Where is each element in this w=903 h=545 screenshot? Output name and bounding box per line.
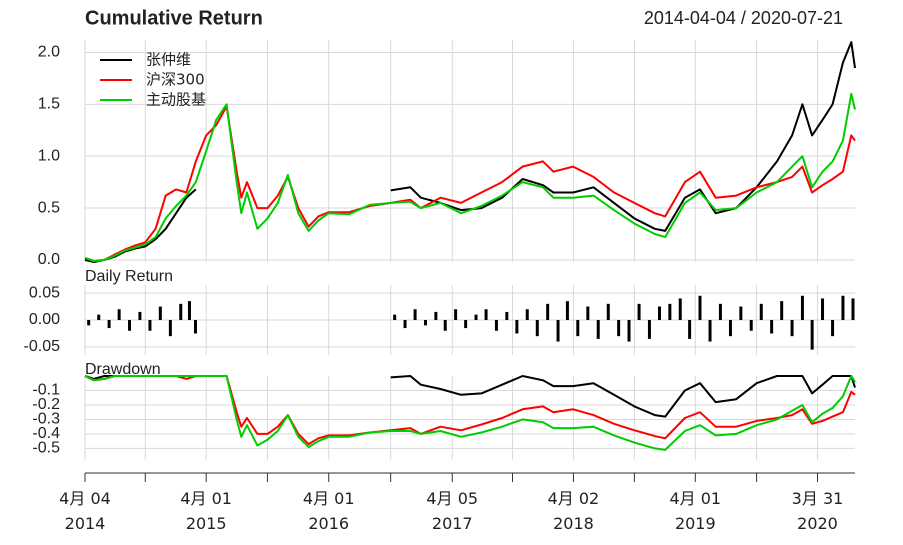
- bar: [107, 320, 111, 329]
- series-line: [84, 375, 856, 446]
- bar: [413, 309, 417, 320]
- y-tick-label: 0.5: [38, 199, 60, 216]
- bar: [515, 320, 519, 334]
- bar: [525, 309, 529, 320]
- panel-title: Drawdown: [85, 361, 161, 378]
- bar: [810, 320, 814, 350]
- bar: [596, 320, 600, 339]
- bar: [668, 303, 672, 320]
- bar: [535, 320, 539, 337]
- y-tick-label: 0.0: [38, 251, 60, 268]
- bar: [464, 320, 468, 329]
- bar: [831, 320, 835, 337]
- bar: [617, 320, 621, 337]
- bar: [851, 298, 855, 320]
- bar: [739, 306, 743, 320]
- series-line: [84, 92, 856, 262]
- panel-title: Daily Return: [85, 268, 173, 285]
- bar: [494, 320, 498, 331]
- chart-subtitle: 2014-04-04 / 2020-07-21: [644, 8, 843, 28]
- x-tick-label: 4月 04 2014: [59, 489, 111, 533]
- bar: [637, 303, 641, 320]
- bar: [586, 306, 590, 320]
- bar: [780, 301, 784, 320]
- bar: [148, 320, 152, 331]
- bar: [423, 320, 427, 326]
- bar: [688, 320, 692, 339]
- bar: [749, 320, 753, 331]
- bar: [87, 320, 91, 326]
- y-tick-label: 1.5: [38, 96, 60, 113]
- bar: [606, 303, 610, 320]
- y-tick-label: 2.0: [38, 44, 60, 61]
- y-tick-label: -0.2: [32, 396, 60, 413]
- bar: [128, 320, 132, 331]
- x-tick-label: 3月 31 2020: [791, 489, 844, 533]
- series-line: [84, 105, 856, 262]
- legend-label: 主动股基: [146, 91, 206, 109]
- y-tick-label: -0.1: [32, 382, 60, 399]
- y-tick-label: -0.4: [32, 425, 60, 442]
- bar: [484, 309, 488, 320]
- bar: [708, 320, 712, 342]
- bar: [718, 303, 722, 320]
- bar: [474, 314, 478, 320]
- bar: [403, 320, 407, 329]
- x-tick-label: 4月 01 2019: [669, 489, 722, 533]
- bar: [627, 320, 631, 342]
- bar: [434, 311, 438, 320]
- bar: [800, 295, 804, 320]
- bar: [821, 298, 825, 320]
- bar: [138, 311, 142, 320]
- bar: [841, 295, 845, 320]
- bar: [505, 311, 509, 320]
- bar: [393, 314, 397, 320]
- bar: [759, 303, 763, 320]
- legend-label: 张仲维: [146, 51, 191, 69]
- bar: [678, 298, 682, 320]
- legend-label: 沪深300: [146, 71, 205, 89]
- bar: [193, 320, 197, 334]
- bar: [647, 320, 651, 339]
- y-tick-label: -0.05: [24, 338, 61, 355]
- bar: [454, 309, 458, 320]
- bar: [179, 303, 183, 320]
- bar: [117, 309, 121, 320]
- bar: [187, 301, 191, 320]
- x-tick-label: 4月 01 2016: [302, 489, 355, 533]
- bar: [556, 320, 560, 342]
- series-line: [84, 375, 856, 418]
- bar: [698, 295, 702, 320]
- bar: [770, 320, 774, 334]
- x-tick-label: 4月 05 2017: [426, 489, 479, 533]
- series-line: [84, 375, 856, 451]
- bar: [790, 320, 794, 337]
- chart-title: Cumulative Return: [85, 7, 263, 29]
- x-tick-label: 4月 01 2015: [180, 489, 232, 533]
- bar: [576, 320, 580, 337]
- y-tick-label: -0.3: [32, 411, 60, 428]
- bar: [728, 320, 732, 337]
- bar: [168, 320, 172, 337]
- bar: [443, 320, 447, 331]
- bar: [546, 303, 550, 320]
- y-tick-label: 1.0: [38, 147, 60, 164]
- y-tick-label: 0.05: [29, 284, 60, 301]
- bar: [657, 306, 661, 320]
- bar: [158, 306, 162, 320]
- y-tick-label: 0.00: [29, 311, 60, 328]
- bar: [565, 301, 569, 320]
- x-tick-label: 4月 02 2018: [547, 489, 600, 533]
- bar: [97, 314, 101, 320]
- y-tick-label: -0.5: [32, 440, 60, 457]
